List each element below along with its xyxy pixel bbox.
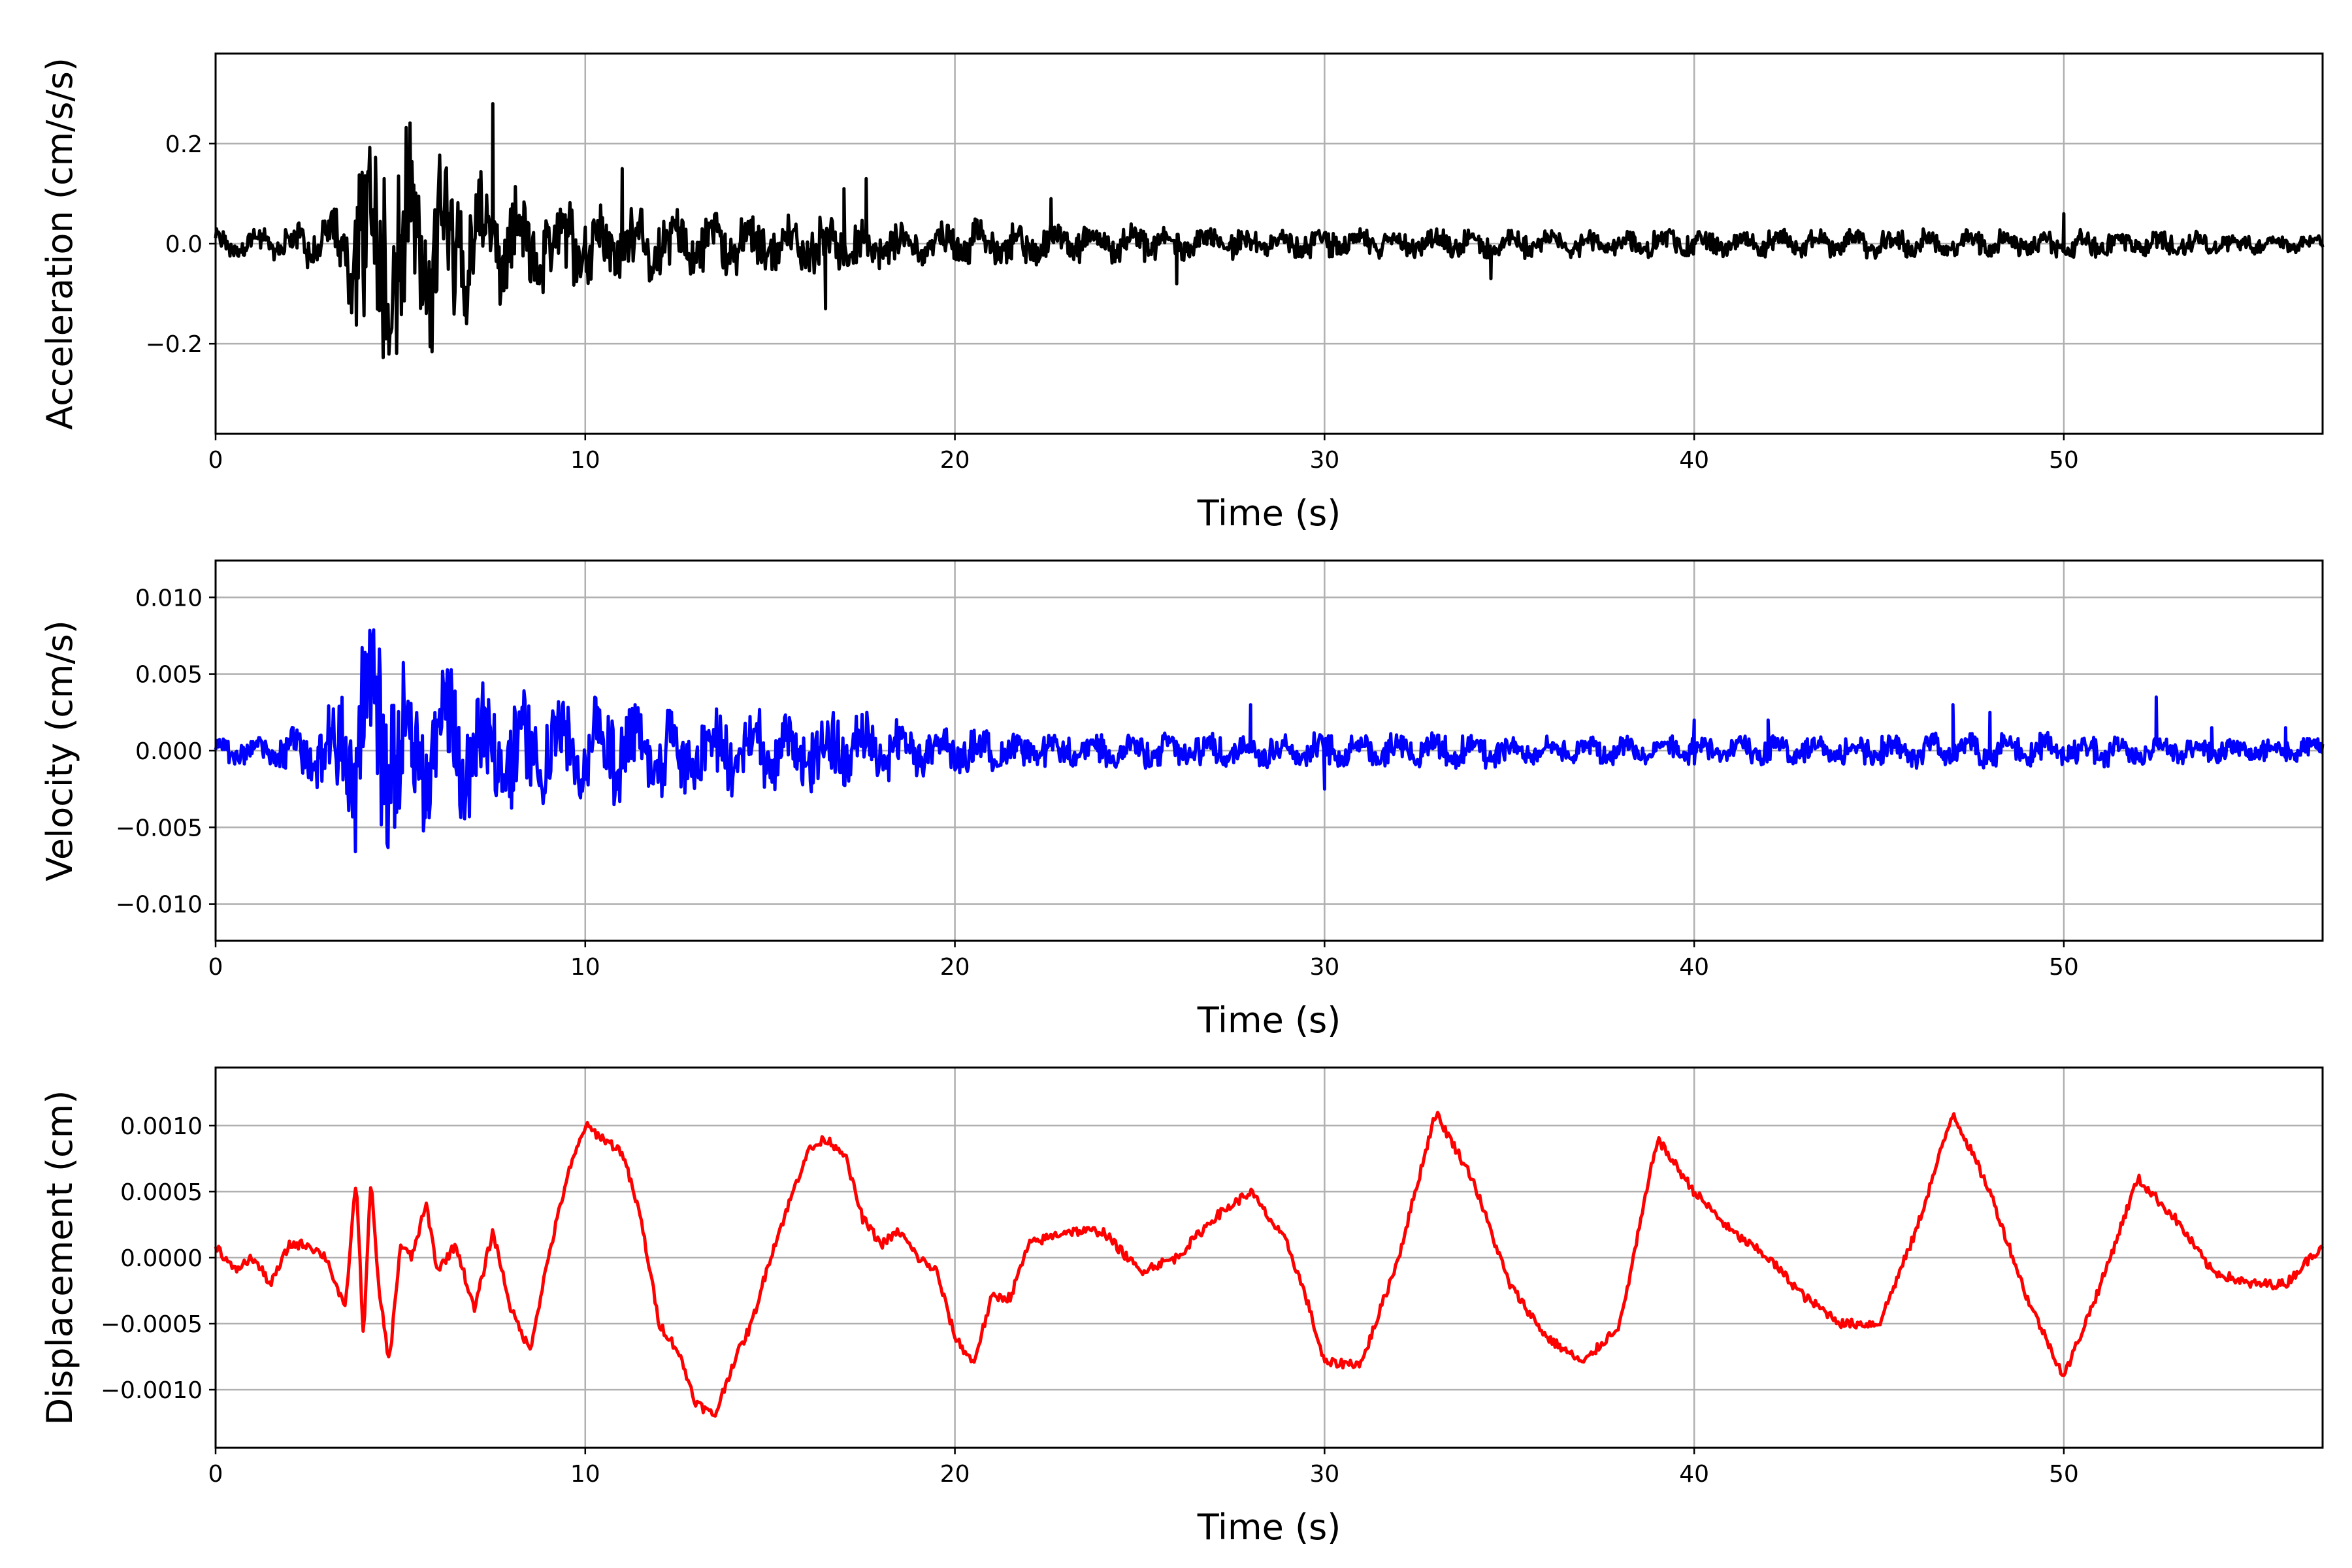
- displacement-y-tick-label: 0.0000: [120, 1245, 203, 1272]
- acceleration-trace: [214, 102, 2325, 359]
- velocity-panel: 0 10 20 30 40 50 −0.010 −0.005 0.000 0.005 0.010 T…: [39, 559, 2325, 1041]
- velocity-y-tick-label: 0.005: [135, 662, 203, 689]
- velocity-x-tick-label: 40: [1679, 954, 1709, 981]
- velocity-y-axis-label: Velocity (cm/s): [39, 620, 80, 881]
- acceleration-y-tick-label: −0.2: [146, 331, 203, 358]
- displacement-y-tick-label: 0.0010: [120, 1113, 203, 1140]
- displacement-trace: [214, 1111, 2325, 1418]
- displacement-x-axis-label: Time (s): [1197, 1507, 1341, 1548]
- velocity-x-tick-label: 0: [208, 954, 223, 981]
- displacement-panel: 0 10 20 30 40 50 −0.0010 −0.0005 0.0000 0.0005 0.0…: [39, 1066, 2325, 1548]
- displacement-y-tick-label: −0.0010: [101, 1377, 203, 1404]
- acceleration-y-tick-label: 0.0: [165, 231, 203, 258]
- velocity-y-tick-label: 0.010: [135, 585, 203, 612]
- displacement-y-axis-label: Displacement (cm): [39, 1090, 80, 1426]
- displacement-x-tick-label: 0: [208, 1461, 223, 1488]
- acceleration-y-tick-label: 0.2: [165, 131, 203, 158]
- displacement-x-tick-label: 50: [2049, 1461, 2079, 1488]
- displacement-x-tick-label: 30: [1309, 1461, 1339, 1488]
- velocity-y-tick-label: −0.010: [116, 892, 203, 919]
- velocity-y-tick-label: 0.000: [135, 738, 203, 765]
- velocity-x-tick-label: 10: [570, 954, 600, 981]
- velocity-x-tick-label: 50: [2049, 954, 2079, 981]
- velocity-x-tick-label: 30: [1309, 954, 1339, 981]
- velocity-y-tick-label: −0.005: [116, 815, 203, 841]
- velocity-trace: [214, 628, 2325, 854]
- acceleration-x-tick-label: 40: [1679, 447, 1709, 474]
- displacement-x-tick-label: 10: [570, 1461, 600, 1488]
- velocity-x-tick-label: 20: [940, 954, 970, 981]
- acceleration-x-tick-label: 20: [940, 447, 970, 474]
- acceleration-y-axis-label: Acceleration (cm/s/s): [39, 57, 80, 430]
- acceleration-x-tick-label: 10: [570, 447, 600, 474]
- acceleration-x-tick-label: 0: [208, 447, 223, 474]
- acceleration-panel: 0 10 20 30 40 50 −0.2 0.0 0.2 Time (s) Accelerat…: [39, 52, 2325, 534]
- displacement-y-tick-label: 0.0005: [120, 1179, 203, 1206]
- acceleration-x-tick-label: 30: [1309, 447, 1339, 474]
- displacement-x-tick-label: 40: [1679, 1461, 1709, 1488]
- velocity-x-axis-label: Time (s): [1197, 1000, 1341, 1041]
- displacement-y-tick-label: −0.0005: [101, 1311, 203, 1338]
- displacement-x-tick-label: 20: [940, 1461, 970, 1488]
- acceleration-x-tick-label: 50: [2049, 447, 2079, 474]
- acceleration-x-axis-label: Time (s): [1197, 493, 1341, 534]
